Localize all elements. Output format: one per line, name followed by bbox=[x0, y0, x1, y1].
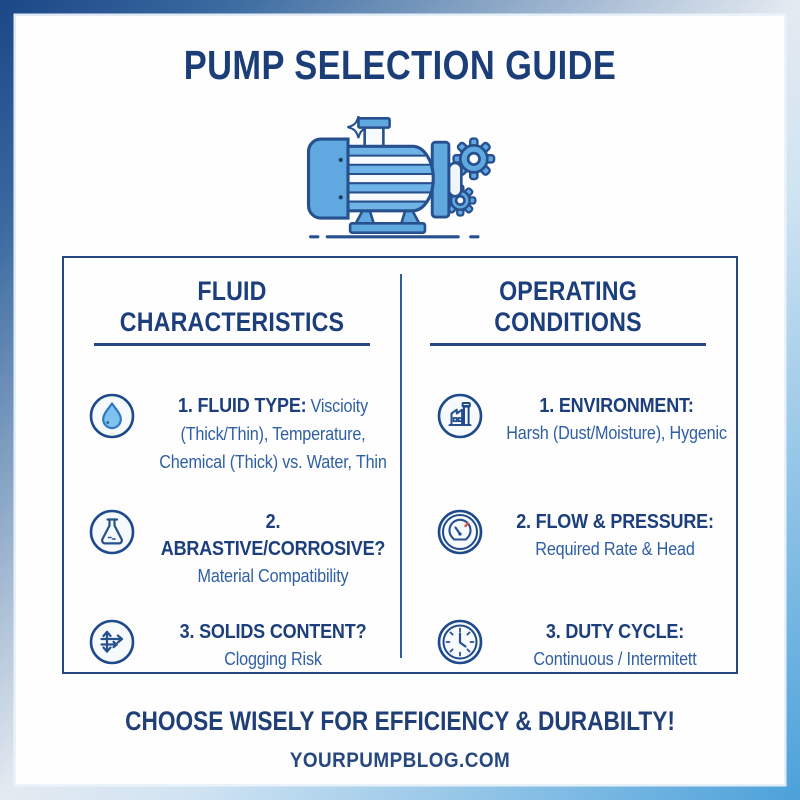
flask-icon bbox=[88, 508, 136, 556]
bolt-dot bbox=[338, 157, 343, 162]
item-heading: 3. SOLIDS CONTENT? bbox=[179, 620, 367, 643]
item-heading: 1. FLUID TYPE: bbox=[177, 394, 307, 417]
item-environment: 1. ENVIRONMENT: Harsh (Dust/Moisture), H… bbox=[400, 392, 736, 508]
content-box: FLUID CHARACTERISTICS 1. FLUID TYPE: bbox=[62, 256, 738, 674]
pump-illustration bbox=[16, 111, 784, 242]
pump-stack bbox=[363, 125, 385, 149]
factory-icon bbox=[436, 392, 484, 440]
footer-tagline: CHOOSE WISELY FOR EFFICIENCY & DURABILTY… bbox=[125, 706, 675, 736]
arrows-icon bbox=[88, 618, 136, 666]
pump-body-outline bbox=[344, 144, 435, 213]
item-heading: 3. DUTY CYCLE: bbox=[545, 620, 685, 643]
item-body: Continuous / Intermitett bbox=[533, 648, 697, 669]
infographic-panel: PUMP SELECTION GUIDE bbox=[16, 16, 784, 784]
pump-body-stripes bbox=[345, 146, 434, 211]
item-heading: 2. FLOW & PRESSURE: bbox=[516, 510, 714, 533]
item-body: Material Compatibility bbox=[197, 565, 349, 586]
bolt-dot bbox=[338, 195, 343, 200]
item-heading: 2. ABRASTIVE/CORROSIVE? bbox=[160, 510, 386, 560]
item-heading: 1. ENVIRONMENT: bbox=[539, 394, 694, 417]
item-flow-pressure: 2. FLOW & PRESSURE: Required Rate & Head bbox=[400, 508, 736, 618]
gear-large-icon bbox=[452, 137, 496, 181]
pump-motor-cap bbox=[306, 137, 350, 220]
column-header: OPERATING CONDITIONS bbox=[494, 276, 642, 337]
page-title: PUMP SELECTION GUIDE bbox=[183, 42, 617, 88]
clock-icon bbox=[436, 618, 484, 666]
pump-coupling bbox=[447, 161, 463, 198]
gauge-icon bbox=[436, 508, 484, 556]
header-underline bbox=[430, 343, 706, 346]
column-fluid-characteristics: FLUID CHARACTERISTICS 1. FLUID TYPE: bbox=[64, 258, 400, 672]
column-header: FLUID CHARACTERISTICS bbox=[119, 276, 345, 337]
item-list: 1. FLUID TYPE: Viscioity (Thick/Thin), T… bbox=[64, 392, 400, 673]
item-body: Clogging Risk bbox=[224, 648, 322, 669]
footer-website: YOURPUMPBLOG.COM bbox=[289, 749, 511, 772]
item-list: 1. ENVIRONMENT: Harsh (Dust/Moisture), H… bbox=[400, 392, 736, 673]
item-body: Harsh (Dust/Moisture), Hygenic bbox=[506, 422, 727, 443]
column-divider bbox=[400, 274, 402, 658]
column-operating-conditions: OPERATING CONDITIONS bbox=[400, 258, 736, 672]
pump-base bbox=[348, 221, 427, 234]
item-body: Viscioity (Thick/Thin), Temperature, Che… bbox=[159, 395, 387, 472]
header-underline bbox=[94, 343, 370, 346]
pump-stack-flange bbox=[357, 116, 391, 129]
item-body: Required Rate & Head bbox=[535, 538, 695, 559]
item-duty-cycle: 3. DUTY CYCLE: Continuous / Intermitett bbox=[400, 618, 736, 673]
droplet-icon bbox=[88, 392, 136, 440]
item-fluid-type: 1. FLUID TYPE: Viscioity (Thick/Thin), T… bbox=[64, 392, 400, 508]
item-abrasive-corrosive: 2. ABRASTIVE/CORROSIVE? Material Compati… bbox=[64, 508, 400, 618]
item-solids-content: 3. SOLIDS CONTENT? Clogging Risk bbox=[64, 618, 400, 673]
pump-icon bbox=[306, 115, 496, 239]
